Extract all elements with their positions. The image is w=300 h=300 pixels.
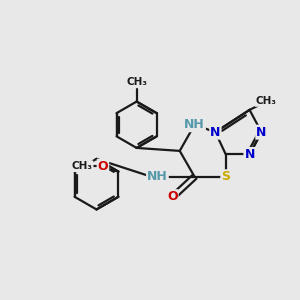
Text: NH: NH bbox=[147, 170, 168, 183]
Text: CH₃: CH₃ bbox=[72, 161, 93, 171]
Text: O: O bbox=[167, 190, 178, 203]
Text: S: S bbox=[221, 170, 230, 183]
Text: N: N bbox=[210, 126, 220, 139]
Text: NH: NH bbox=[184, 118, 205, 131]
Text: N: N bbox=[244, 148, 255, 161]
Text: N: N bbox=[256, 126, 267, 139]
Text: O: O bbox=[98, 160, 108, 173]
Text: CH₃: CH₃ bbox=[126, 77, 147, 87]
Text: CH₃: CH₃ bbox=[255, 96, 276, 106]
